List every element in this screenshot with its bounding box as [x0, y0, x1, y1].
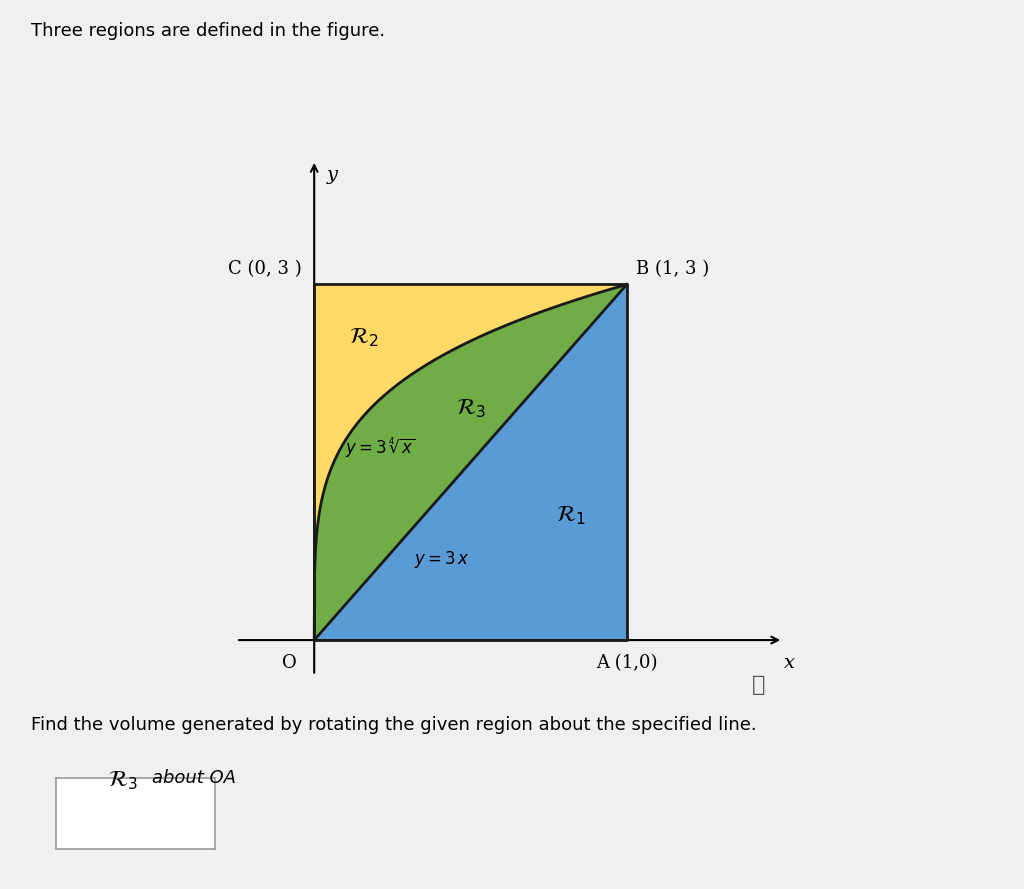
- Text: y: y: [327, 166, 338, 184]
- Text: O: O: [282, 654, 297, 672]
- Text: $\mathcal{R}_3$: $\mathcal{R}_3$: [108, 769, 137, 791]
- Text: $y = 3\,x$: $y = 3\,x$: [415, 549, 470, 570]
- Polygon shape: [314, 284, 627, 640]
- Text: C (0, 3 ): C (0, 3 ): [228, 260, 302, 278]
- Text: $y = 3\,\sqrt[4]{x}$: $y = 3\,\sqrt[4]{x}$: [345, 436, 416, 460]
- Text: x: x: [783, 654, 795, 672]
- Text: Find the volume generated by rotating the given region about the specified line.: Find the volume generated by rotating th…: [31, 716, 757, 733]
- Text: $\mathcal{R}_3$: $\mathcal{R}_3$: [456, 397, 485, 420]
- Text: Three regions are defined in the figure.: Three regions are defined in the figure.: [31, 22, 385, 40]
- Polygon shape: [314, 284, 627, 640]
- Text: ⓘ: ⓘ: [752, 675, 765, 695]
- Text: A (1,0): A (1,0): [596, 654, 657, 672]
- Text: about OA: about OA: [152, 769, 236, 787]
- Text: $\mathcal{R}_2$: $\mathcal{R}_2$: [349, 326, 379, 349]
- Polygon shape: [314, 284, 627, 640]
- Text: $\mathcal{R}_1$: $\mathcal{R}_1$: [556, 504, 586, 527]
- Text: B (1, 3 ): B (1, 3 ): [636, 260, 710, 278]
